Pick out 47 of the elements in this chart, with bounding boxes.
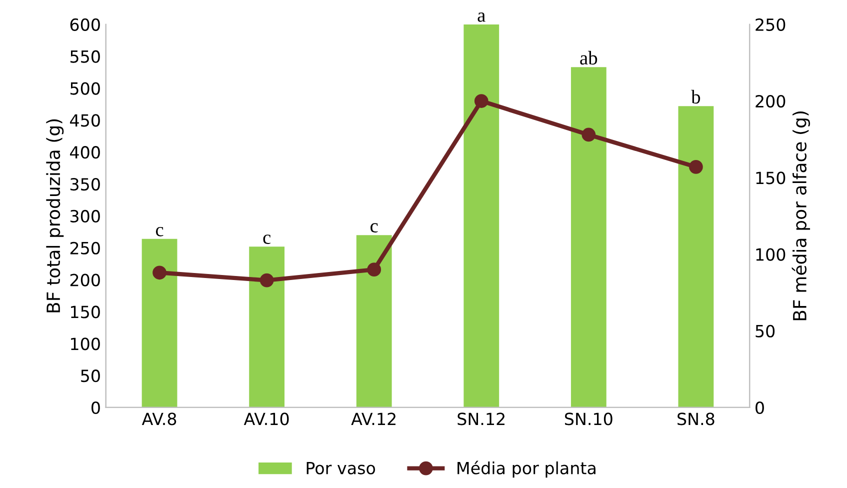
y-tick-label: 550 bbox=[70, 50, 100, 63]
y2-tick-label: 50 bbox=[756, 324, 775, 338]
legend-label: Média por planta bbox=[458, 460, 596, 478]
point bbox=[474, 94, 488, 108]
bar bbox=[464, 24, 500, 408]
legend-label: Por vaso bbox=[306, 462, 376, 474]
y-tick-label: 200 bbox=[70, 274, 100, 286]
y-tick-label: 150 bbox=[71, 306, 100, 318]
y2-tick-label: 0 bbox=[756, 401, 764, 414]
y2-tick-label: 250 bbox=[756, 18, 786, 31]
y-tick-label: 100 bbox=[71, 338, 100, 350]
x-tick-label: AV.10 bbox=[244, 412, 289, 426]
data-label: ab bbox=[580, 50, 598, 65]
y-tick-label: 50 bbox=[81, 370, 100, 382]
data-label: c bbox=[370, 223, 378, 233]
x-tick-label: SN.10 bbox=[564, 412, 612, 426]
x-tick-label: AV.12 bbox=[351, 412, 396, 426]
x-tick-label: SN.8 bbox=[678, 412, 714, 426]
x-tick-label: AV.8 bbox=[142, 412, 176, 426]
bar bbox=[356, 235, 392, 408]
y-tick-label: 400 bbox=[70, 146, 100, 159]
y-tick-label: 0 bbox=[92, 401, 100, 414]
point bbox=[367, 262, 382, 277]
y-tick-label: 250 bbox=[70, 242, 100, 254]
data-label: c bbox=[263, 234, 271, 244]
point bbox=[152, 266, 166, 280]
y2-tick-label: 100 bbox=[756, 248, 786, 261]
bar bbox=[570, 67, 606, 408]
y2-axis-title: BF média por alface (g) bbox=[792, 112, 810, 320]
point bbox=[260, 273, 274, 288]
point bbox=[582, 128, 596, 142]
x-tick-label: SN.12 bbox=[458, 412, 504, 426]
data-label: c bbox=[156, 227, 164, 236]
data-label: a bbox=[478, 12, 486, 22]
y-tick-label: 500 bbox=[70, 82, 100, 95]
bar bbox=[142, 238, 178, 408]
y-tick-label: 600 bbox=[70, 18, 100, 31]
bar bbox=[249, 246, 285, 408]
point bbox=[689, 160, 703, 174]
bar bbox=[678, 106, 714, 408]
y-tick-label: 450 bbox=[70, 114, 100, 127]
y2-tick-label: 200 bbox=[756, 94, 786, 108]
data-label: b bbox=[691, 90, 700, 104]
y-tick-label: 300 bbox=[70, 210, 100, 223]
y-tick-label: 350 bbox=[70, 178, 100, 191]
y-axis-title: BF total produzida (g) bbox=[46, 119, 64, 312]
y2-tick-label: 150 bbox=[756, 172, 786, 184]
